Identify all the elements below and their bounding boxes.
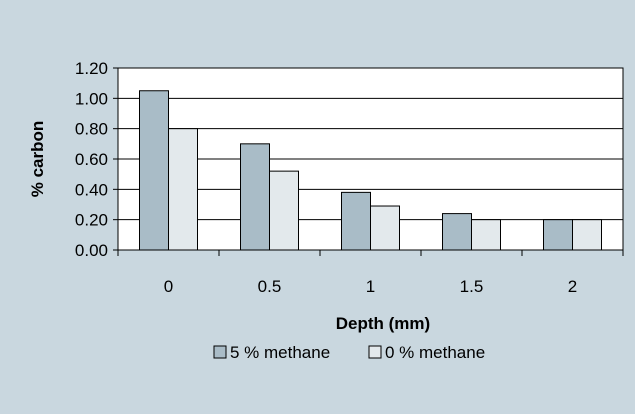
x-tick-label: 1: [366, 277, 375, 296]
bar-5-methane-3: [443, 214, 472, 250]
x-tick-label: 1.5: [460, 277, 484, 296]
legend-swatch: [214, 346, 226, 358]
x-axis-title: Depth (mm): [336, 314, 430, 333]
x-tick-labels: 0 0.5 1 1.5 2: [164, 277, 577, 296]
legend-label: 5 % methane: [230, 343, 330, 362]
x-tick-label: 0: [164, 277, 173, 296]
bar-0-methane-4: [573, 220, 602, 250]
y-tick-labels: 0.00 0.20 0.40 0.60 0.80 1.00 1.20: [75, 59, 108, 260]
legend: 5 % methane 0 % methane: [214, 343, 485, 362]
bar-5-methane-1: [241, 144, 270, 250]
y-tick-label: 0.80: [75, 120, 108, 139]
y-tick-label: 0.00: [75, 241, 108, 260]
y-axis-title: % carbon: [28, 121, 47, 198]
y-tick-label: 0.40: [75, 180, 108, 199]
bar-5-methane-2: [342, 192, 371, 250]
legend-label: 0 % methane: [385, 343, 485, 362]
bar-0-methane-0: [169, 129, 198, 250]
bar-0-methane-2: [371, 206, 400, 250]
bar-5-methane-4: [544, 220, 573, 250]
bar-0-methane-3: [472, 220, 501, 250]
y-tick-label: 1.00: [75, 89, 108, 108]
y-tick-label: 0.60: [75, 150, 108, 169]
y-tick-label: 0.20: [75, 211, 108, 230]
y-tick-label: 1.20: [75, 59, 108, 78]
legend-swatch: [369, 346, 381, 358]
x-tick-label: 2: [568, 277, 577, 296]
x-tick-label: 0.5: [258, 277, 282, 296]
bar-5-methane-0: [140, 91, 169, 250]
bar-0-methane-1: [270, 171, 299, 250]
